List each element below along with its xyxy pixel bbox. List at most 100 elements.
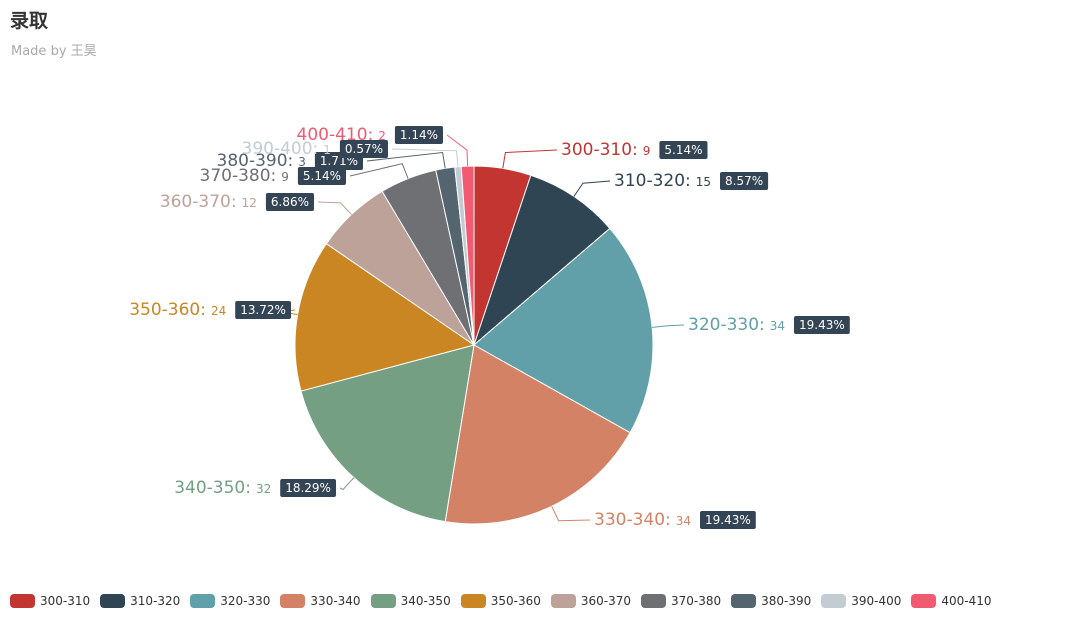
slice-name-label: 320-330: [688, 315, 765, 335]
slice-percent-label: 0.57% [345, 142, 383, 156]
leader-line-370-380 [349, 163, 409, 179]
slice-percent-label: 19.43% [799, 318, 845, 332]
slice-percent-label: 1.14% [400, 128, 438, 142]
legend-swatch [280, 594, 306, 608]
legend-label: 370-380 [670, 594, 722, 608]
legend-swatch [911, 594, 937, 608]
legend-swatch [640, 594, 666, 608]
pie-label-370-380: 370-380: 9 5.14% [200, 166, 346, 186]
legend-item-390-400[interactable]: 390-400 [821, 594, 901, 608]
slice-percent-label: 6.86% [271, 195, 309, 209]
pie-label-350-360: 350-360: 24 13.72% [129, 300, 291, 320]
pie-slice-400-410[interactable] [460, 165, 475, 346]
percent-badge [720, 172, 769, 190]
leader-line-330-340 [551, 506, 591, 522]
legend-item-310-320[interactable]: 310-320 [100, 594, 180, 608]
legend-label: 380-390 [761, 594, 812, 608]
legend-label: 340-350 [400, 594, 451, 608]
legend-label: 330-340 [310, 594, 361, 608]
leader-line-300-310 [502, 149, 558, 169]
pie-label-320-330: 320-330: 34 19.43% [688, 315, 850, 335]
legend-item-300-310[interactable]: 300-310 [10, 594, 90, 608]
slice-name-label: 310-320: [614, 171, 691, 191]
slice-value-label: 9 [643, 144, 651, 158]
legend-swatch [100, 594, 126, 608]
legend-swatch [370, 594, 396, 608]
pie-label-360-370: 360-370: 12 6.86% [160, 192, 314, 212]
leader-line-390-400 [391, 148, 459, 167]
percent-badge [297, 167, 346, 185]
slice-percent-label: 5.14% [303, 169, 341, 183]
legend-item-380-390[interactable]: 380-390 [731, 594, 811, 608]
pie-slice-310-320[interactable] [472, 174, 611, 347]
legend-item-320-330[interactable]: 320-330 [190, 594, 270, 608]
legend-swatch [550, 594, 576, 608]
leader-line-380-390 [366, 151, 446, 169]
slice-value-label: 2 [378, 129, 386, 143]
slice-name-label: 390-400: [242, 139, 319, 159]
pie-label-400-410: 400-410: 2 1.14% [297, 125, 443, 145]
percent-badge [700, 511, 756, 529]
pie-slice-330-340[interactable] [444, 344, 631, 525]
slice-value-label: 15 [696, 175, 711, 189]
slice-percent-label: 18.29% [285, 481, 331, 495]
legend-label: 400-410 [941, 594, 992, 608]
slice-value-label: 34 [770, 319, 785, 333]
legend-item-330-340[interactable]: 330-340 [280, 594, 361, 608]
slice-value-label: 3 [298, 155, 306, 169]
legend-swatch [190, 594, 216, 608]
legend-swatch [460, 594, 486, 608]
legend-label: 390-400 [851, 594, 902, 608]
slice-value-label: 34 [676, 514, 691, 528]
pie-slice-350-360[interactable] [294, 243, 476, 392]
pie-label-300-310: 300-310: 9 5.14% [561, 140, 708, 160]
slice-value-label: 1 [323, 143, 331, 157]
pie-slices [294, 165, 654, 525]
pie-label-330-340: 330-340: 34 19.43% [594, 510, 756, 530]
percent-badge [394, 126, 443, 144]
legend-swatch [10, 594, 35, 608]
legend-item-350-360[interactable]: 350-360 [460, 594, 541, 608]
slice-name-label: 380-390: [217, 151, 294, 171]
slice-percent-label: 5.14% [664, 143, 702, 157]
leader-line-320-330 [652, 324, 685, 328]
slice-name-label: 350-360: [129, 300, 206, 320]
legend-label: 310-320 [130, 594, 181, 608]
pie-label-390-400: 390-400: 1 0.57% [242, 139, 388, 159]
slice-name-label: 370-380: [200, 166, 277, 186]
slice-name-label: 340-350: [174, 478, 251, 498]
legend-swatch [821, 594, 847, 608]
slice-percent-label: 8.57% [725, 174, 763, 188]
slice-name-label: 400-410: [297, 125, 374, 145]
slice-percent-label: 19.43% [705, 513, 751, 527]
percent-badge [265, 193, 314, 211]
slice-name-label: 300-310: [561, 140, 638, 160]
leader-line-310-320 [573, 180, 611, 197]
legend-label: 350-360 [490, 594, 541, 608]
slice-value-label: 32 [256, 482, 271, 496]
slice-value-label: 24 [211, 304, 226, 318]
slice-percent-label: 13.72% [240, 303, 286, 317]
percent-badge [794, 316, 850, 334]
pie-slice-340-350[interactable] [300, 344, 475, 523]
chart-title: 录取 [10, 10, 49, 32]
slice-name-label: 330-340: [594, 510, 671, 530]
legend-item-370-380[interactable]: 370-380 [640, 594, 722, 608]
chart-legend: 300-310 310-320 320-330 330-340 340-350 350-3… [10, 591, 1078, 611]
legend-label: 320-330 [220, 594, 271, 608]
legend-item-340-350[interactable]: 340-350 [370, 594, 451, 608]
chart-subtitle: Made by 王昊 [11, 44, 97, 59]
pie-label-340-350: 340-350: 32 18.29% [174, 478, 336, 498]
slice-value-label: 9 [281, 170, 289, 184]
slice-name-label: 360-370: [160, 192, 237, 212]
legend-item-360-370[interactable]: 360-370 [550, 594, 631, 608]
percent-badge [280, 479, 336, 497]
pie-label-380-390: 380-390: 3 1.71% [217, 151, 363, 171]
legend-label: 360-370 [580, 594, 631, 608]
leader-line-400-410 [446, 134, 469, 167]
legend-item-400-410[interactable]: 400-410 [911, 594, 992, 608]
leader-line-360-370 [317, 201, 352, 215]
pie-labels: 300-310: 9 5.14% 310-320: 15 8.57% 320-330: 34 1… [129, 125, 850, 530]
leader-line-340-350 [339, 477, 355, 491]
percent-badge [659, 141, 708, 159]
